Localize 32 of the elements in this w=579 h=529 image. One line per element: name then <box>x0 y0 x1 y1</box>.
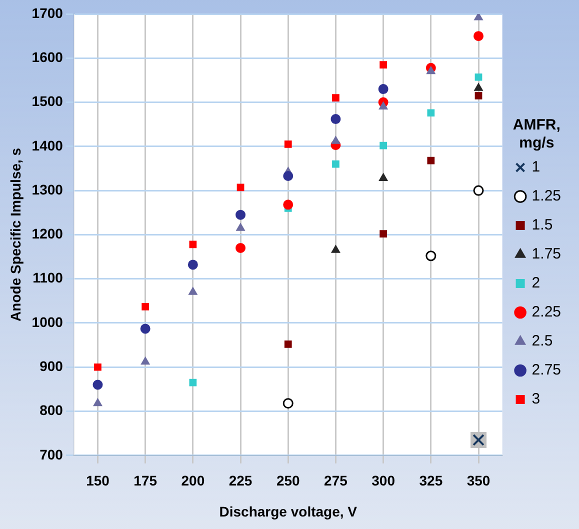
legend-label: 1 <box>532 158 540 176</box>
x-tick-label: 350 <box>466 472 490 489</box>
legend-title: AMFR, mg/s <box>512 116 560 152</box>
legend-label: 2 <box>532 274 540 292</box>
y-tick-label: 700 <box>40 446 64 462</box>
y-tick-label: 900 <box>40 358 64 374</box>
y-tick-label: 1600 <box>32 49 64 65</box>
x-tick-label: 200 <box>181 472 205 489</box>
y-tick-label: 1500 <box>32 93 64 110</box>
x-axis-title: Discharge voltage, V <box>219 503 358 520</box>
y-tick-label: 1400 <box>32 137 64 154</box>
y-tick-label: 1200 <box>32 226 64 242</box>
y-axis-title: Anode Specific Impulse, s <box>7 148 24 322</box>
x-tick-label: 150 <box>86 472 110 489</box>
legend-label: 1.5 <box>532 216 553 234</box>
x-tick-label: 300 <box>372 472 396 489</box>
x-tick-label: 325 <box>419 472 443 489</box>
legend-label: 3 <box>532 390 540 408</box>
legend-label: 2.25 <box>532 304 562 321</box>
y-tick-label: 1000 <box>32 314 64 330</box>
x-tick-label: 175 <box>134 472 158 489</box>
legend-label: 2.5 <box>532 332 553 350</box>
legend-label: 1.25 <box>532 188 562 205</box>
x-tick-label: 225 <box>228 472 252 489</box>
legend-label: 2.75 <box>532 362 562 379</box>
legend-label: 1.75 <box>532 246 562 263</box>
y-tick-label: 1700 <box>32 4 64 21</box>
y-tick-label: 1100 <box>32 270 64 286</box>
y-tick-label: 1300 <box>32 181 64 198</box>
x-tick-label: 275 <box>324 472 348 489</box>
x-tick-label: 250 <box>276 472 300 489</box>
y-tick-label: 800 <box>40 402 64 418</box>
